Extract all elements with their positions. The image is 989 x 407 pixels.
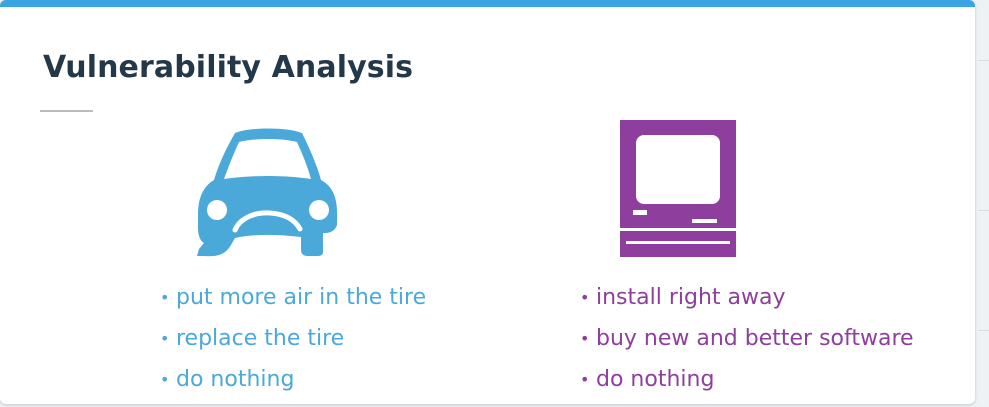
slide-title: Vulnerability Analysis [43,50,414,85]
list-item: • do nothing [580,359,914,400]
bullet-icon: • [160,370,170,389]
list-item: • install right away [580,277,914,318]
background-line [978,210,989,211]
software-options-list: • install right away • buy new and better … [580,277,914,400]
bullet-icon: • [580,329,590,348]
computer-icon [620,120,736,257]
bullet-icon: • [580,288,590,307]
bullet-icon: • [160,329,170,348]
bullet-icon: • [160,288,170,307]
background-line [978,60,989,61]
background-line [978,330,989,331]
car-flat-tire-icon [197,128,338,257]
list-item: • buy new and better software [580,318,914,359]
list-item: • replace the tire [160,318,426,359]
bullet-icon: • [580,370,590,389]
title-underline [40,110,93,112]
list-item: • do nothing [160,359,426,400]
list-item: • put more air in the tire [160,277,426,318]
slide-card: Vulnerability Analysis • put more air in … [0,0,975,404]
car-options-list: • put more air in the tire • replace the t… [160,277,426,400]
